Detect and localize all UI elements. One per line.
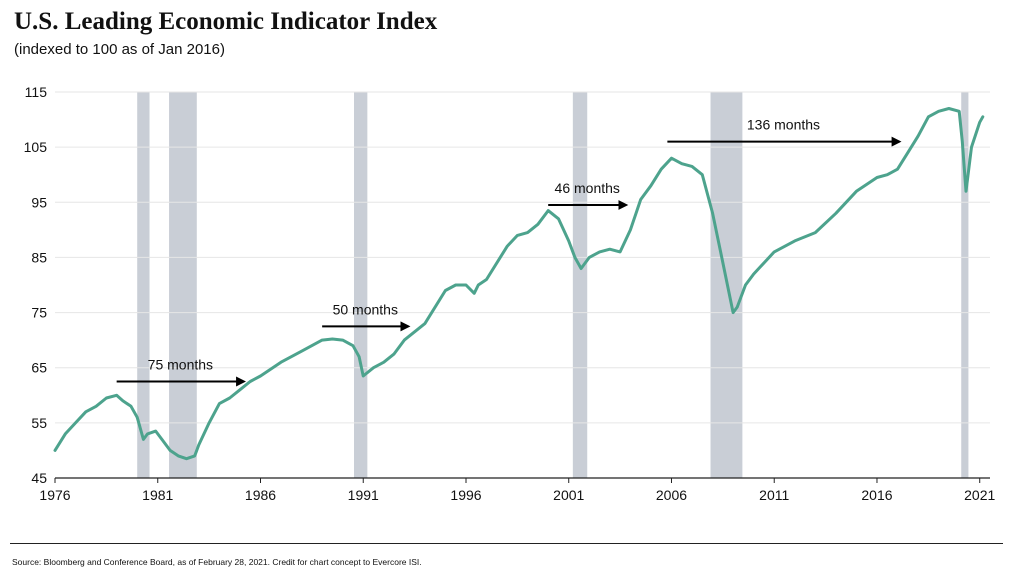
y-tick-label-65: 65 bbox=[31, 360, 47, 376]
x-tick-label-1991: 1991 bbox=[348, 487, 379, 503]
x-tick-label-1996: 1996 bbox=[450, 487, 481, 503]
recession-bar-1 bbox=[169, 92, 197, 478]
recession-bar-2 bbox=[353, 92, 368, 478]
annotation-label-1: 50 months bbox=[333, 301, 398, 317]
annotation-label-3: 136 months bbox=[747, 117, 820, 133]
y-tick-label-45: 45 bbox=[31, 470, 47, 486]
x-tick-label-1976: 1976 bbox=[39, 487, 70, 503]
x-tick-label-2011: 2011 bbox=[759, 487, 789, 503]
annotation-label-0: 75 months bbox=[148, 357, 213, 373]
annotation-label-2: 46 months bbox=[555, 180, 620, 196]
x-tick-label-2006: 2006 bbox=[656, 487, 687, 503]
chart-title: U.S. Leading Economic Indicator Index bbox=[14, 8, 438, 35]
recession-bar-3 bbox=[572, 92, 588, 478]
x-tick-label-2021: 2021 bbox=[964, 487, 995, 503]
chart-subtitle: (indexed to 100 as of Jan 2016) bbox=[14, 41, 225, 58]
y-tick-label-55: 55 bbox=[31, 415, 47, 431]
recession-bar-5 bbox=[961, 92, 969, 478]
x-tick-label-2001: 2001 bbox=[553, 487, 584, 503]
source-note: Source: Bloomberg and Conference Board, … bbox=[12, 557, 422, 567]
x-tick-label-1986: 1986 bbox=[245, 487, 276, 503]
y-tick-label-95: 95 bbox=[31, 194, 47, 210]
y-tick-label-105: 105 bbox=[24, 139, 48, 155]
series-line-0 bbox=[53, 107, 985, 461]
footer-divider bbox=[10, 543, 1003, 544]
y-tick-label-85: 85 bbox=[31, 249, 47, 265]
x-tick-label-1981: 1981 bbox=[142, 487, 173, 503]
y-tick-label-115: 115 bbox=[25, 84, 48, 100]
y-tick-label-75: 75 bbox=[31, 305, 47, 321]
x-tick-label-2016: 2016 bbox=[861, 487, 892, 503]
